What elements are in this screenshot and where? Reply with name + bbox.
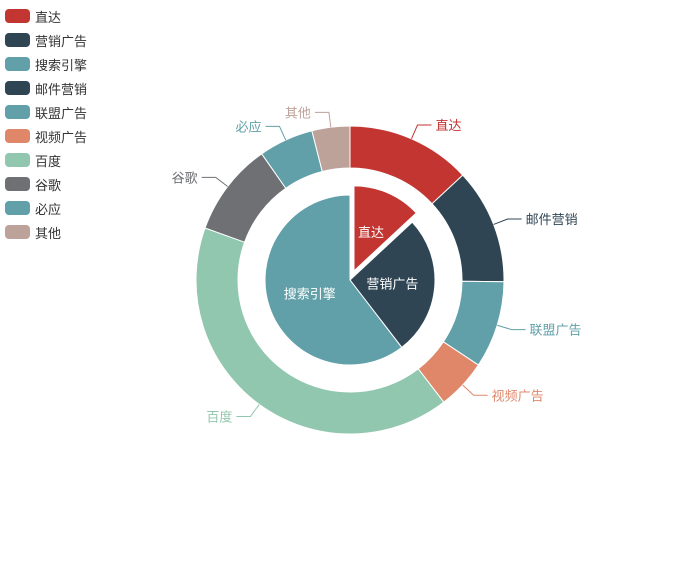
legend-swatch [5, 81, 30, 95]
legend-swatch [5, 201, 30, 215]
legend-swatch [5, 33, 30, 47]
legend-swatch [5, 153, 30, 167]
legend-label: 百度 [35, 154, 62, 170]
inner-slice[interactable] [349, 221, 436, 349]
slice-label-line [314, 111, 332, 128]
legend-item[interactable]: 邮件营销 [5, 76, 87, 100]
legend-item[interactable]: 直达 [5, 4, 87, 28]
legend-swatch [5, 225, 30, 239]
outer-slice-label: 其他 [285, 106, 311, 121]
slice-label-line [462, 384, 488, 396]
slice-label-line [201, 176, 228, 187]
legend-label: 直达 [35, 10, 62, 26]
outer-slice-label: 邮件营销 [526, 213, 578, 228]
legend-label: 视频广告 [35, 130, 88, 146]
legend-label: 必应 [35, 202, 62, 218]
legend-item[interactable]: 营销广告 [5, 28, 87, 52]
slice-label-line [497, 324, 526, 331]
legend-item[interactable]: 其他 [5, 220, 87, 244]
legend-label: 搜索引擎 [35, 58, 88, 74]
legend-label: 营销广告 [35, 34, 88, 50]
inner-slice[interactable] [353, 185, 417, 272]
slice-label-line [265, 125, 287, 141]
outer-slice-label: 联盟广告 [530, 324, 582, 339]
inner-slice-label: 直达 [358, 226, 384, 241]
legend-item[interactable]: 搜索引擎 [5, 52, 87, 76]
inner-slice-label: 搜索引擎 [284, 288, 336, 303]
outer-slice[interactable] [311, 125, 351, 173]
legend-item[interactable]: 百度 [5, 148, 87, 172]
legend: 直达营销广告搜索引擎邮件营销联盟广告视频广告百度谷歌必应其他 [5, 4, 87, 244]
legend-swatch [5, 57, 30, 71]
legend-label: 邮件营销 [35, 82, 88, 98]
outer-slice-label: 直达 [435, 119, 461, 134]
legend-item[interactable]: 必应 [5, 196, 87, 220]
legend-item[interactable]: 联盟广告 [5, 100, 87, 124]
inner-slice[interactable] [264, 194, 403, 366]
legend-swatch [5, 177, 30, 191]
legend-item[interactable]: 谷歌 [5, 172, 87, 196]
legend-swatch [5, 105, 30, 119]
outer-slice[interactable] [195, 227, 445, 435]
outer-slice-label: 必应 [235, 119, 261, 135]
outer-slice-label: 百度 [206, 410, 232, 426]
slice-label-line [493, 218, 522, 225]
legend-item[interactable]: 视频广告 [5, 124, 87, 148]
legend-swatch [5, 9, 30, 23]
slice-label-line [236, 404, 260, 418]
legend-swatch [5, 129, 30, 143]
slice-label-line [411, 124, 432, 140]
outer-slice-label: 谷歌 [172, 171, 198, 186]
inner-slice-label: 营销广告 [366, 278, 418, 293]
legend-label: 其他 [35, 226, 62, 242]
legend-label: 谷歌 [35, 178, 62, 194]
outer-slice-label: 视频广告 [492, 389, 544, 404]
legend-label: 联盟广告 [35, 106, 88, 122]
